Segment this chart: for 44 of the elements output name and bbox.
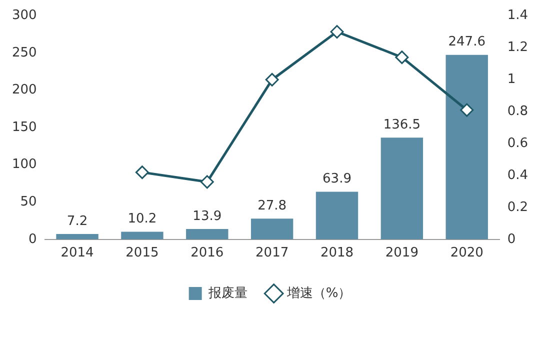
- legend-label: 增速（%）: [286, 286, 352, 301]
- data-label: 7.2: [66, 214, 88, 229]
- point: [460, 103, 474, 117]
- x-tick-label: 2014: [60, 246, 94, 261]
- x-tick-label: 2018: [320, 246, 354, 261]
- y-tick-label: 0: [28, 232, 37, 247]
- y2-tick-label: 1: [507, 72, 516, 88]
- bar: [316, 192, 358, 240]
- y-tick-label: 50: [20, 194, 37, 210]
- y2-tick-label: 0.6: [507, 136, 528, 151]
- y-tick-label: 200: [12, 82, 37, 98]
- point: [265, 72, 279, 86]
- data-label: 247.6: [448, 34, 486, 50]
- data-label: 10.2: [128, 212, 157, 227]
- y-tick-label: 150: [12, 120, 37, 135]
- point: [135, 166, 149, 180]
- x-tick-label: 2015: [126, 246, 159, 261]
- bar: [250, 218, 294, 240]
- point: [330, 25, 344, 39]
- y2-tick-label: 0.4: [507, 168, 528, 183]
- x-tick-label: 2017: [256, 246, 289, 261]
- y2-tick-label: 0.8: [507, 104, 528, 120]
- bar: [446, 54, 488, 240]
- data-label: 27.8: [258, 198, 287, 214]
- bar: [121, 232, 164, 240]
- point: [395, 50, 409, 64]
- y2-tick-label: 1.4: [507, 8, 528, 24]
- y-tick-label: 300: [12, 8, 37, 24]
- y2-tick-label: 0: [507, 232, 516, 247]
- bar: [380, 138, 424, 240]
- y2-tick-label: 0.2: [507, 200, 528, 215]
- point: [200, 175, 214, 189]
- data-label: 136.5: [383, 118, 421, 133]
- bar: [186, 229, 228, 240]
- y-tick-label: 100: [12, 157, 37, 172]
- x-tick-label: 2019: [385, 246, 418, 261]
- x-tick-label: 2020: [450, 246, 484, 261]
- y2-tick-label: 1.2: [507, 40, 528, 56]
- y-tick-label: 250: [12, 45, 37, 60]
- data-label: 13.9: [192, 208, 222, 224]
- x-tick-label: 2016: [190, 246, 224, 261]
- legend-label: 报废量: [207, 286, 248, 301]
- bar: [56, 234, 98, 240]
- data-label: 63.9: [322, 172, 352, 187]
